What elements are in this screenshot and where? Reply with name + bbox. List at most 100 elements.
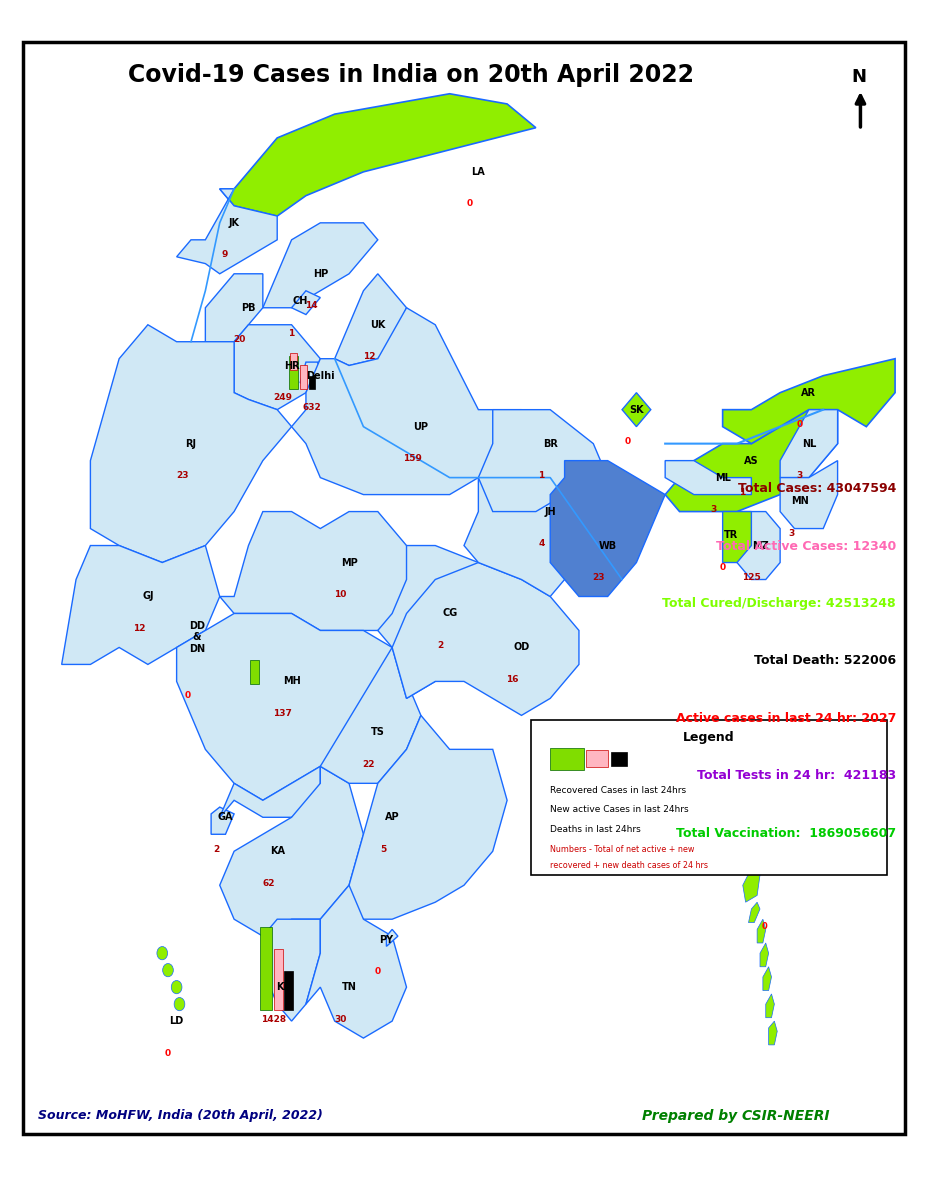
Text: 23: 23	[592, 574, 604, 582]
Text: 0: 0	[760, 922, 767, 931]
Text: LD: LD	[170, 1016, 184, 1026]
Text: New active Cases in last 24hrs: New active Cases in last 24hrs	[550, 805, 689, 815]
Polygon shape	[291, 290, 320, 314]
Text: N: N	[850, 68, 865, 86]
Polygon shape	[306, 886, 406, 1038]
Text: 0: 0	[164, 1049, 171, 1057]
Polygon shape	[780, 409, 837, 478]
Polygon shape	[621, 392, 650, 427]
Text: JK: JK	[228, 218, 239, 228]
Text: 3: 3	[787, 529, 794, 538]
Polygon shape	[722, 511, 751, 563]
Polygon shape	[61, 546, 220, 665]
Text: 249: 249	[273, 394, 292, 402]
Polygon shape	[234, 325, 320, 409]
Polygon shape	[748, 902, 759, 923]
Polygon shape	[220, 767, 320, 817]
Text: 62: 62	[261, 878, 274, 888]
Polygon shape	[759, 943, 768, 967]
Text: AP: AP	[385, 812, 399, 822]
Text: OD: OD	[513, 642, 529, 653]
Text: 632: 632	[301, 403, 321, 413]
Text: 3: 3	[710, 505, 716, 514]
Text: 3: 3	[796, 472, 802, 480]
Bar	[273, 949, 283, 1010]
Text: 16: 16	[506, 676, 518, 684]
Polygon shape	[377, 546, 506, 698]
Text: 23: 23	[175, 472, 188, 480]
Text: CG: CG	[441, 608, 457, 618]
Text: 12: 12	[133, 624, 145, 634]
Polygon shape	[464, 444, 607, 596]
Bar	[309, 376, 315, 389]
Text: Deaths in last 24hrs: Deaths in last 24hrs	[550, 826, 641, 834]
Text: HR: HR	[284, 360, 299, 371]
Text: PB: PB	[241, 302, 256, 313]
Text: 1428: 1428	[261, 1015, 286, 1024]
Text: BR: BR	[542, 439, 557, 449]
Text: MN: MN	[791, 497, 808, 506]
Text: Covid-19 Cases in India on 20th April 2022: Covid-19 Cases in India on 20th April 20…	[127, 62, 692, 86]
Text: 4: 4	[538, 539, 544, 548]
Text: 1: 1	[538, 472, 544, 480]
Text: 2: 2	[438, 641, 443, 650]
Polygon shape	[262, 223, 377, 307]
Polygon shape	[90, 325, 291, 563]
Polygon shape	[768, 1021, 777, 1045]
Text: KA: KA	[270, 846, 285, 857]
Text: 137: 137	[273, 709, 292, 718]
Text: HP: HP	[312, 269, 327, 278]
Text: TN: TN	[341, 982, 356, 992]
Text: Prepared by CSIR-NEERI: Prepared by CSIR-NEERI	[641, 1109, 829, 1123]
Text: NL: NL	[801, 439, 815, 449]
Text: recovered + new death cases of 24 hrs: recovered + new death cases of 24 hrs	[550, 860, 707, 870]
Text: TR: TR	[723, 530, 738, 540]
Text: Total Cured/Discharge: 42513248: Total Cured/Discharge: 42513248	[662, 596, 895, 610]
Text: Delhi: Delhi	[306, 371, 335, 380]
Text: Legend: Legend	[682, 731, 734, 744]
Polygon shape	[386, 929, 398, 947]
Polygon shape	[736, 511, 780, 580]
Polygon shape	[262, 919, 320, 1021]
Text: TS: TS	[371, 727, 385, 737]
Text: Total Active Cases: 12340: Total Active Cases: 12340	[715, 540, 895, 552]
Text: Source: MoHFW, India (20th April, 2022): Source: MoHFW, India (20th April, 2022)	[38, 1109, 323, 1122]
Bar	[586, 750, 608, 767]
Polygon shape	[205, 274, 262, 342]
Polygon shape	[477, 409, 607, 511]
Polygon shape	[349, 715, 506, 919]
Text: 0: 0	[796, 420, 802, 430]
Text: 125: 125	[741, 574, 759, 582]
Text: 14: 14	[305, 301, 317, 311]
Bar	[610, 752, 627, 766]
Bar	[285, 972, 293, 1010]
Text: AS: AS	[743, 456, 758, 466]
Polygon shape	[291, 307, 521, 494]
Text: JH: JH	[544, 506, 555, 516]
Polygon shape	[210, 808, 234, 834]
Polygon shape	[185, 648, 197, 665]
Text: 1: 1	[739, 488, 744, 497]
Text: Total Vaccination:  1869056607: Total Vaccination: 1869056607	[675, 827, 895, 840]
Text: 0: 0	[466, 199, 472, 209]
Text: 5: 5	[380, 845, 386, 854]
Text: ML: ML	[714, 473, 730, 482]
Text: 20: 20	[233, 335, 246, 344]
Text: Total Cases: 43047594: Total Cases: 43047594	[737, 482, 895, 496]
Text: Numbers - Total of net active + new: Numbers - Total of net active + new	[550, 845, 694, 854]
Polygon shape	[392, 563, 578, 715]
Text: 9: 9	[222, 251, 228, 259]
Text: MH: MH	[283, 677, 300, 686]
Text: 12: 12	[362, 353, 375, 361]
Text: 0: 0	[184, 691, 191, 701]
Bar	[260, 928, 272, 1010]
Text: Total Tests in 24 hr:  421183: Total Tests in 24 hr: 421183	[696, 769, 895, 782]
Text: MP: MP	[340, 558, 357, 568]
Text: CH: CH	[292, 296, 308, 306]
Polygon shape	[335, 274, 406, 366]
Polygon shape	[762, 967, 770, 990]
Bar	[250, 660, 260, 684]
Polygon shape	[176, 613, 392, 800]
Text: MZ: MZ	[751, 540, 768, 551]
Text: UP: UP	[413, 421, 428, 432]
